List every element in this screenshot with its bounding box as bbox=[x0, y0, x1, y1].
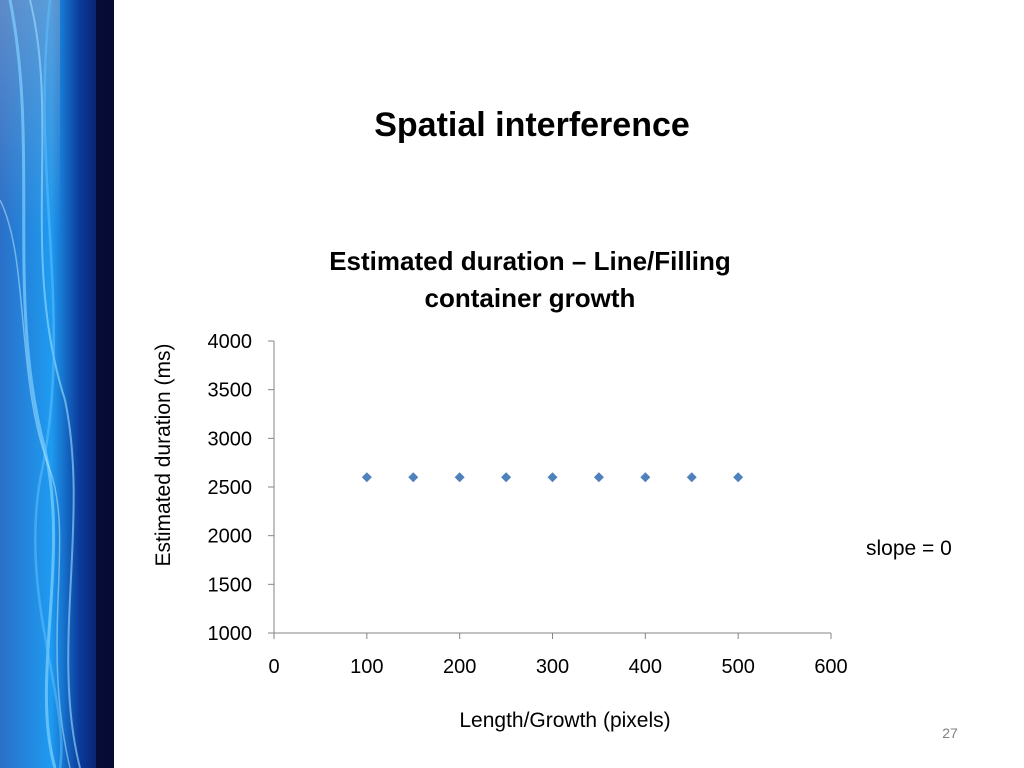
x-tick-label: 200 bbox=[443, 656, 476, 678]
x-axis-label: Length/Growth (pixels) bbox=[459, 709, 670, 732]
x-tick-label: 500 bbox=[721, 656, 754, 678]
y-tick-label: 3500 bbox=[208, 380, 253, 402]
data-point bbox=[408, 472, 419, 483]
x-tick-label: 100 bbox=[350, 656, 383, 678]
data-point bbox=[454, 472, 465, 483]
y-tick-label: 2000 bbox=[208, 526, 253, 548]
x-tick-label: 400 bbox=[629, 656, 662, 678]
y-axis bbox=[268, 340, 275, 634]
y-tick-label: 2500 bbox=[208, 477, 253, 499]
slope-annotation: slope = 0 bbox=[866, 537, 952, 560]
data-point bbox=[593, 472, 604, 483]
data-points bbox=[361, 472, 744, 483]
data-point bbox=[547, 472, 558, 483]
page-number: 27 bbox=[942, 725, 958, 741]
data-point bbox=[733, 472, 744, 483]
x-tick-labels: 0 100 200 300 400 500 600 bbox=[268, 656, 847, 678]
y-tick-label: 1500 bbox=[208, 574, 253, 596]
data-point bbox=[686, 472, 697, 483]
x-axis bbox=[273, 632, 832, 639]
x-tick-label: 600 bbox=[814, 656, 847, 678]
chart-title-line-2: container growth bbox=[424, 283, 636, 313]
slide-title: Spatial interference bbox=[374, 106, 690, 144]
data-point bbox=[361, 472, 372, 483]
y-tick-label: 1000 bbox=[208, 623, 253, 645]
chart-title-line-1: Estimated duration – Line/Filling bbox=[329, 246, 731, 276]
data-point bbox=[640, 472, 651, 483]
data-point bbox=[501, 472, 512, 483]
y-tick-label: 4000 bbox=[208, 331, 253, 353]
decorative-banner bbox=[0, 0, 114, 768]
y-tick-labels: 1000 1500 2000 2500 3000 3500 4000 bbox=[208, 331, 253, 645]
y-axis-label: Estimated duration (ms) bbox=[152, 344, 175, 567]
y-tick-label: 3000 bbox=[208, 428, 253, 450]
x-tick-label: 0 bbox=[268, 656, 279, 678]
x-tick-label: 300 bbox=[536, 656, 569, 678]
